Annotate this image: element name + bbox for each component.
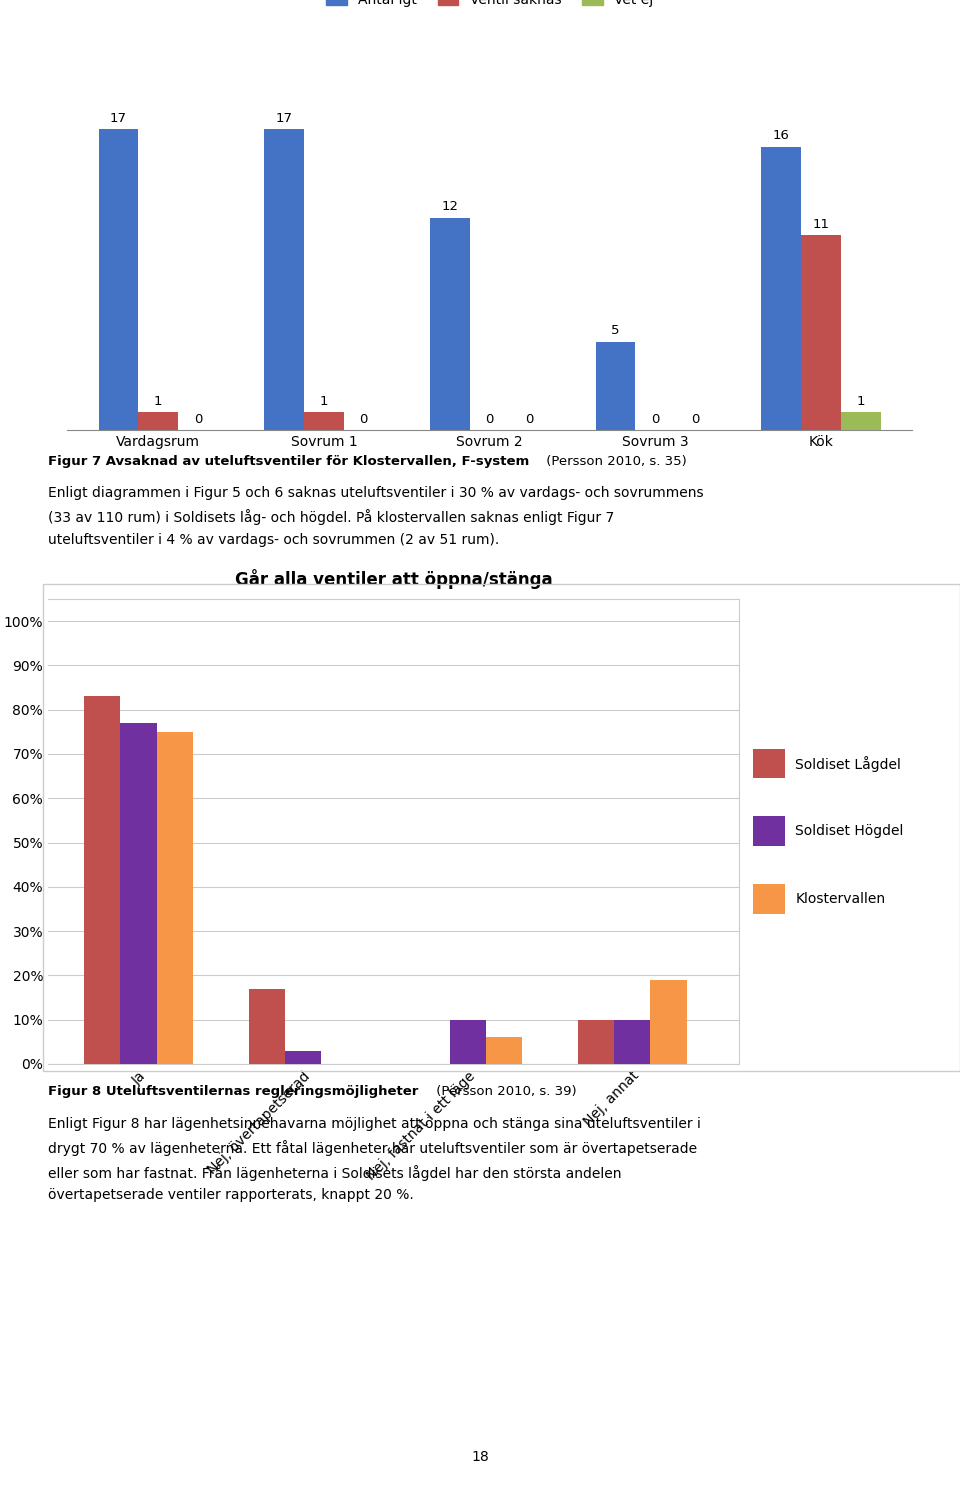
Bar bbox=[753, 748, 784, 779]
Bar bbox=[120, 723, 156, 1064]
Text: 0: 0 bbox=[651, 412, 660, 426]
Legend: Antal lgt, Ventil saknas, Vet ej: Antal lgt, Ventil saknas, Vet ej bbox=[321, 0, 659, 12]
Text: Enligt Figur 8 har lägenhetsinnehavarna möjlighet att öppna och stänga sina utel: Enligt Figur 8 har lägenhetsinnehavarna … bbox=[48, 1117, 701, 1203]
Bar bbox=[761, 146, 801, 430]
Bar bbox=[578, 1020, 614, 1064]
Text: 0: 0 bbox=[691, 412, 699, 426]
Bar bbox=[249, 988, 285, 1064]
Text: 16: 16 bbox=[773, 130, 789, 142]
Text: 12: 12 bbox=[442, 201, 458, 213]
Bar bbox=[264, 130, 304, 430]
Title: Går alla ventiler att öppna/stänga: Går alla ventiler att öppna/stänga bbox=[235, 569, 552, 589]
Text: 0: 0 bbox=[194, 412, 203, 426]
Text: 11: 11 bbox=[812, 217, 829, 231]
Bar bbox=[753, 816, 784, 847]
Bar bbox=[84, 697, 120, 1064]
Text: 0: 0 bbox=[525, 412, 534, 426]
Text: Klostervallen: Klostervallen bbox=[795, 892, 885, 905]
Bar bbox=[801, 235, 841, 430]
Bar bbox=[753, 884, 784, 913]
Bar bbox=[430, 217, 469, 430]
Text: Figur 8 Uteluftsventilernas regleringsmöjligheter: Figur 8 Uteluftsventilernas regleringsmö… bbox=[48, 1085, 419, 1097]
Text: 0: 0 bbox=[360, 412, 368, 426]
Text: 17: 17 bbox=[276, 112, 293, 125]
Text: 0: 0 bbox=[486, 412, 493, 426]
Text: Enligt diagrammen i Figur 5 och 6 saknas uteluftsventiler i 30 % av vardags- och: Enligt diagrammen i Figur 5 och 6 saknas… bbox=[48, 486, 704, 546]
Text: (Persson 2010, s. 39): (Persson 2010, s. 39) bbox=[432, 1085, 577, 1097]
Bar bbox=[650, 979, 686, 1064]
Bar bbox=[156, 732, 193, 1064]
Bar bbox=[304, 412, 344, 430]
Text: 5: 5 bbox=[612, 324, 620, 337]
Bar bbox=[595, 341, 636, 430]
Text: Figur 7 Avsaknad av uteluftsventiler för Klostervallen, F-system: Figur 7 Avsaknad av uteluftsventiler för… bbox=[48, 456, 529, 468]
Bar bbox=[449, 1020, 486, 1064]
Text: 1: 1 bbox=[856, 395, 865, 407]
Bar bbox=[285, 1050, 322, 1064]
Text: Soldiset Lågdel: Soldiset Lågdel bbox=[795, 756, 901, 771]
Text: Soldiset Högdel: Soldiset Högdel bbox=[795, 824, 903, 837]
Text: (Persson 2010, s. 35): (Persson 2010, s. 35) bbox=[542, 456, 687, 468]
Bar bbox=[614, 1020, 650, 1064]
Text: 17: 17 bbox=[110, 112, 127, 125]
Bar bbox=[138, 412, 179, 430]
Bar bbox=[99, 130, 138, 430]
Text: 18: 18 bbox=[471, 1450, 489, 1464]
Text: 1: 1 bbox=[320, 395, 328, 407]
Bar bbox=[486, 1037, 522, 1064]
Text: 1: 1 bbox=[154, 395, 162, 407]
Bar bbox=[841, 412, 880, 430]
